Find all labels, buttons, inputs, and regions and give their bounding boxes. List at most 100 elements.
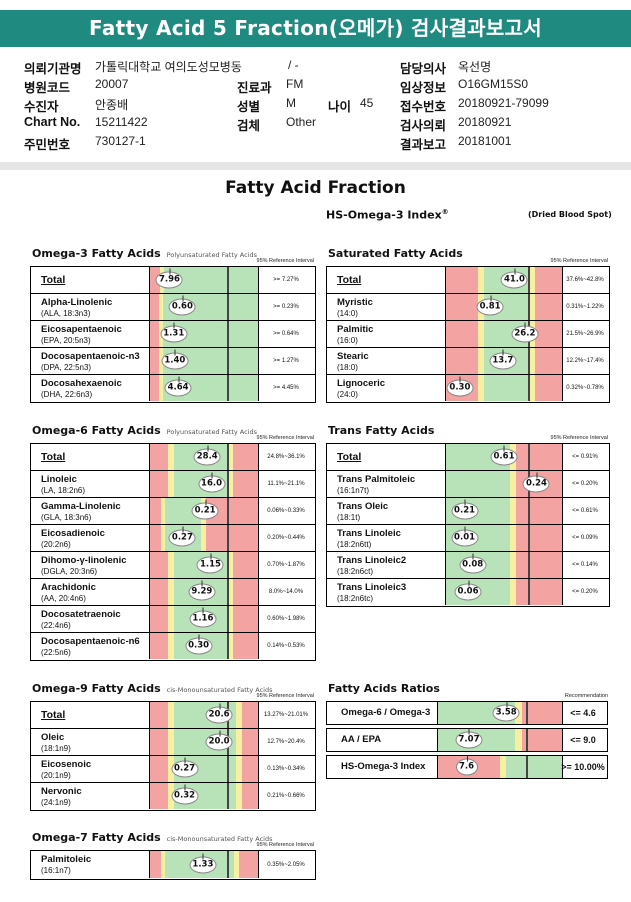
omega6-name: Docosatetraenoic (22:4n6): [41, 609, 121, 630]
range-zone-red: [150, 267, 160, 293]
omega6-reference: 8.0%~14.0%: [268, 589, 304, 595]
analyte-name: Oleic: [41, 732, 65, 743]
omega6-row: Dihomo-γ-linolenic (DGLA, 20:3n6) 1.15 0.70…: [31, 552, 315, 579]
saturated-range-bar: 26.2: [445, 321, 563, 347]
omega7-table: Palmitoleic (16:1n7) 1.33 0.35%~2.05%: [30, 850, 316, 880]
ratios-reference: <= 9.0: [570, 735, 596, 745]
omega9-name: Total: [41, 709, 65, 721]
analyte-name: Alpha-Linolenic: [41, 297, 113, 308]
omega7-section-title: Omega-7 Fatty Acids cis-Monounsaturated F…: [32, 831, 272, 844]
analyte-code: (16:0): [337, 336, 358, 345]
range-zone-yellow: [236, 783, 242, 809]
saturated-name: Lignoceric (24:0): [337, 378, 385, 399]
omega6-name: Arachidonic (AA, 20:4n6): [41, 582, 96, 603]
range-zone-yellow: [168, 444, 174, 470]
range-zone-yellow: [227, 633, 234, 659]
omega6-reference: 0.60%~1.98%: [267, 616, 305, 622]
omega3-name: Docosahexaenoic (DHA, 22:6n3): [41, 378, 122, 399]
analyte-code: (EPA, 20:5n3): [41, 336, 91, 345]
trans-row: Trans Linoleic3 (18:2n6tc) 0.06 <= 0.20%: [327, 579, 609, 605]
omega3-reference: >= 7.27%: [273, 277, 299, 283]
omega6-reference: 0.14%~0.53%: [267, 643, 305, 649]
omega7-result-value: 1.33: [189, 853, 217, 873]
ratios-range-bar: 7.6: [437, 755, 563, 778]
range-zone-yellow: [509, 552, 516, 578]
saturated-name: Palmitic (16:0): [337, 324, 373, 345]
omega6-name: Docosapentaenoic-n6 (22:5n6): [41, 636, 140, 657]
trans-range-bar: 0.61: [445, 444, 563, 470]
omega3-name: Docosapentaenoic-n3 (DPA, 22:5n3): [41, 351, 140, 372]
trans-result-value: 0.08: [459, 553, 487, 574]
range-zone-red: [150, 471, 169, 497]
info-value: 20180921-79099: [458, 96, 549, 110]
info-label: 의뢰기관명: [24, 62, 82, 76]
omega6-reference: 24.8%~36.1%: [267, 454, 305, 460]
trans-range-bar: 0.21: [445, 498, 563, 524]
omega6-reference: 11.1%~21.1%: [267, 481, 305, 487]
range-zone-red: [233, 606, 258, 632]
omega6-result-value: 0.27: [168, 526, 196, 547]
ratios-reference: >= 10.00%: [561, 762, 605, 772]
omega9-result-value: 0.27: [171, 757, 199, 778]
range-zone-yellow: [168, 552, 174, 578]
omega3-section-title: Omega-3 Fatty Acids Polyunsaturated Fatty…: [32, 247, 257, 260]
info-label: 성별: [237, 100, 261, 114]
range-zone-green: [227, 267, 258, 293]
omega6-row: Total 28.4 24.8%~36.1%: [31, 444, 315, 471]
omega3-result-value: 4.64: [164, 376, 192, 397]
ratios-result-value: 3.58: [492, 701, 520, 722]
omega6-ref-header: 95% Reference Interval: [256, 435, 314, 441]
omega6-title-text: Omega-6 Fatty Acids: [32, 424, 161, 437]
range-divider: [528, 525, 531, 551]
analyte-name: Eicosapentaenoic: [41, 324, 122, 335]
info-label: 진료과: [237, 81, 272, 95]
saturated-row: Stearic (18:0) 13.7 12.2%~17.4%: [327, 348, 609, 375]
omega6-reference: 0.20%~0.44%: [267, 535, 305, 541]
range-zone-red: [515, 579, 562, 605]
ratios-range-bar: 7.07: [437, 728, 563, 751]
analyte-code: (20:2n6): [41, 540, 71, 549]
range-zone-red: [535, 321, 562, 347]
trans-row: Trans Oleic (18:1t) 0.21 <= 0.61%: [327, 498, 609, 525]
range-zone-yellow: [236, 756, 242, 782]
range-zone-red: [446, 348, 479, 374]
omega3-result-value: 0.60: [168, 295, 196, 316]
omega9-reference: 0.21%~0.66%: [267, 793, 305, 799]
trans-row: Trans Linoleic (18:2n6tt) 0.01 <= 0.09%: [327, 525, 609, 552]
registered-mark: ®: [441, 208, 449, 216]
ratios-range-bar: 3.58: [437, 701, 563, 724]
range-zone-red: [233, 633, 258, 659]
omega3-range-bar: 0.60: [149, 294, 259, 320]
range-divider: [526, 756, 529, 778]
omega9-name: Eicosenoic (20:1n9): [41, 759, 91, 780]
omega9-name: Oleic (18:1n9): [41, 732, 71, 753]
range-divider: [226, 525, 229, 551]
patient-info: 의뢰기관명 가톨릭대학교 여의도성모병동 병원코드 20007 수진자 안종배 …: [0, 50, 631, 162]
omega9-name: Nervonic (24:1n9): [41, 786, 82, 807]
range-divider: [528, 294, 531, 320]
ratios-section-title: Fatty Acids Ratios: [328, 682, 440, 695]
analyte-name: Eicosadienoic: [41, 528, 105, 539]
omega6-name: Dihomo-γ-linolenic (DGLA, 20:3n6): [41, 555, 127, 576]
range-zone-yellow: [168, 579, 174, 605]
range-zone-red: [446, 321, 479, 347]
omega6-name: Linoleic (LA, 18:2n6): [41, 474, 85, 495]
saturated-row: Palmitic (16:0) 26.2 21.5%~26.9%: [327, 321, 609, 348]
analyte-code: (18:0): [337, 363, 358, 372]
analyte-name: Docosapentaenoic-n6: [41, 636, 140, 647]
analyte-code: (18:2n6tc): [337, 594, 374, 603]
range-zone-yellow: [168, 702, 174, 728]
analyte-code: (24:0): [337, 390, 358, 399]
analyte-code: (18:1t): [337, 513, 361, 522]
range-zone-red: [150, 348, 159, 374]
analyte-code: (DHA, 22:6n3): [41, 390, 93, 399]
omega3-row: Docosapentaenoic-n3 (DPA, 22:5n3) 1.40 >= 1…: [31, 348, 315, 375]
range-zone-yellow: [529, 348, 536, 374]
omega9-row: Nervonic (24:1n9) 0.32 0.21%~0.66%: [31, 783, 315, 809]
omega6-range-bar: 0.21: [149, 498, 259, 524]
saturated-reference: 0.31%~1.22%: [566, 304, 604, 310]
info-value: 45: [360, 96, 374, 110]
report-section-title: Fatty Acid Fraction: [225, 178, 406, 198]
info-value: 20180921: [458, 115, 512, 129]
trans-range-bar: 0.24: [445, 471, 563, 497]
